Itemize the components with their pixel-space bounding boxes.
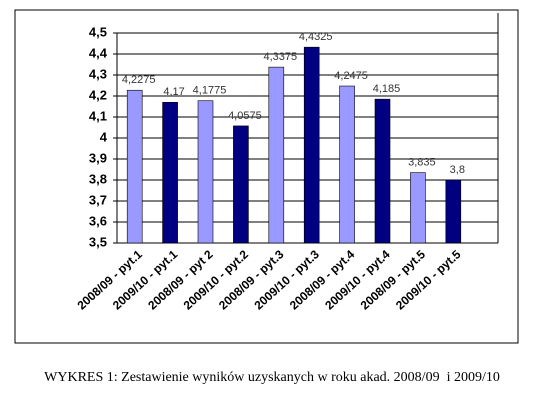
y-tick-label: 4,4 <box>89 45 108 60</box>
y-tick-label: 4,3 <box>89 66 107 81</box>
y-tick-label: 4 <box>100 129 108 144</box>
y-tick-label: 3,6 <box>89 213 107 228</box>
bar <box>339 85 355 244</box>
bar <box>374 98 391 244</box>
bar <box>268 66 285 244</box>
value-label: 4,0575 <box>228 110 262 122</box>
value-label: 4,17 <box>163 86 184 98</box>
value-label: 4,2275 <box>122 74 156 86</box>
value-label: 4,4325 <box>299 31 333 43</box>
value-label: 4,2475 <box>334 70 368 82</box>
y-tick-label: 3,5 <box>89 234 107 249</box>
y-tick-label: 4,2 <box>89 87 107 102</box>
value-label: 4,3375 <box>263 51 297 63</box>
chart-frame <box>14 9 519 344</box>
y-tick-label: 4,5 <box>89 24 107 39</box>
bar <box>162 102 178 244</box>
bar <box>233 125 249 244</box>
value-label: 3,8 <box>450 164 465 176</box>
y-tick-label: 3,7 <box>89 192 107 207</box>
bar <box>126 89 143 244</box>
bar <box>303 46 320 244</box>
y-tick-label: 4,1 <box>89 108 107 123</box>
y-tick-label: 3,9 <box>89 150 107 165</box>
bar <box>445 179 462 244</box>
caption: WYKRES 1: Zestawienie wyników uzyskanych… <box>44 370 500 385</box>
bar <box>197 100 214 244</box>
value-label: 4,1775 <box>193 85 227 97</box>
value-label: 4,185 <box>373 83 401 95</box>
y-tick-label: 3,8 <box>89 171 107 186</box>
value-label: 3,835 <box>408 157 436 169</box>
bar <box>410 172 426 244</box>
